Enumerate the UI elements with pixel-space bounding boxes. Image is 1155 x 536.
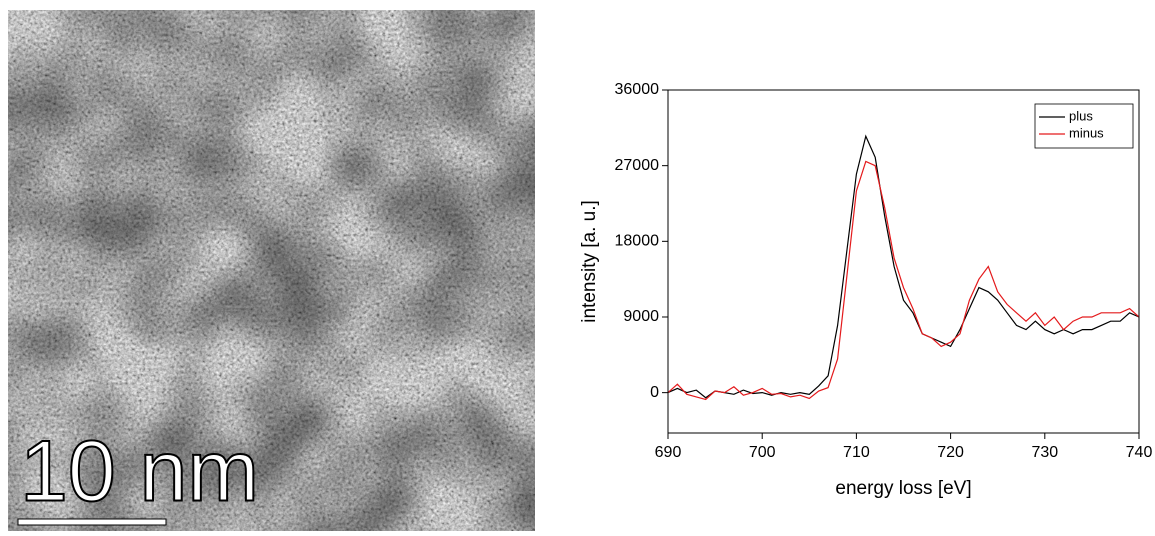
y-tick-label: 0 <box>650 384 659 401</box>
micrograph-shading <box>8 10 535 531</box>
line-series <box>667 134 1140 399</box>
micrograph: 10 nm <box>8 10 535 531</box>
plot-frame <box>667 89 1140 434</box>
y-tick-label: 27000 <box>615 157 660 174</box>
legend-label: minus <box>1069 125 1104 140</box>
x-tick-label: 720 <box>937 444 964 461</box>
legend-label: plus <box>1069 108 1093 123</box>
y-tick-label: 18000 <box>615 233 660 250</box>
y-axis-label: intensity [a. u.] <box>579 200 600 323</box>
scale-label: 10 nm <box>20 424 259 520</box>
y-tick-label: 9000 <box>623 308 659 325</box>
scale-bar <box>17 518 167 526</box>
x-tick-label: 700 <box>749 444 776 461</box>
x-tick-label: 710 <box>843 444 870 461</box>
line-series <box>667 160 1140 401</box>
chart: 690 700 710 720 730 740 0 9000 18000 27000 36000 en… <box>579 81 1152 499</box>
x-tick-label: 730 <box>1031 444 1058 461</box>
y-tick-label: 36000 <box>615 81 660 98</box>
legend-box <box>1034 103 1134 149</box>
x-axis-label: energy loss [eV] <box>835 478 971 499</box>
x-tick-label: 740 <box>1126 444 1153 461</box>
x-tick-label: 690 <box>655 444 682 461</box>
